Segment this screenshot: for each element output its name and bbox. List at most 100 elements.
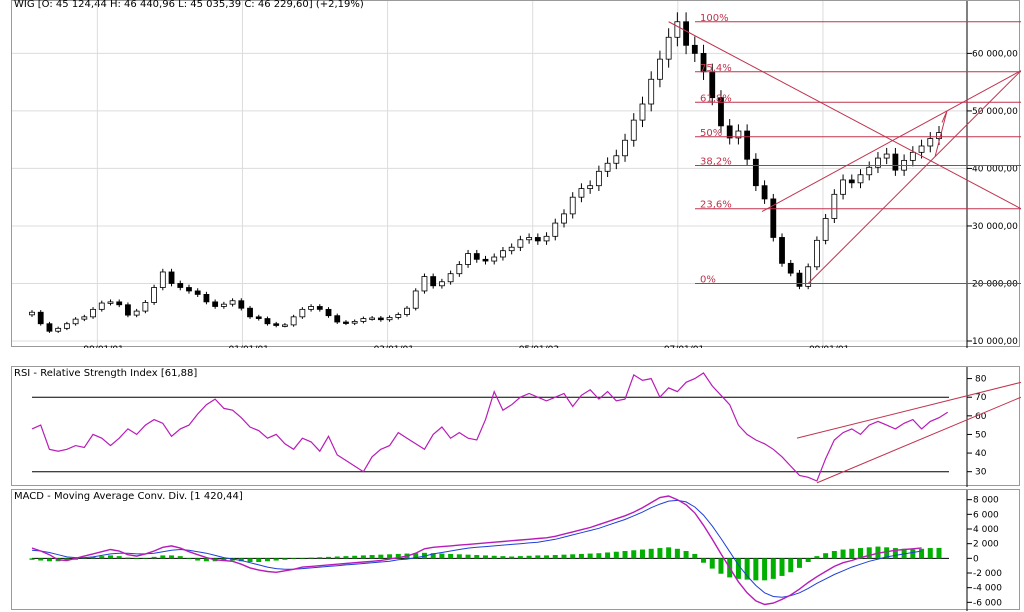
candle-body xyxy=(299,308,306,318)
macd-histogram-bar xyxy=(779,558,785,576)
candle-body xyxy=(482,258,489,262)
macd-histogram-bar xyxy=(439,553,445,559)
candle-body xyxy=(927,138,934,147)
macd-histogram-bar xyxy=(273,558,279,561)
candle-body xyxy=(726,125,733,139)
candle-body xyxy=(72,318,79,325)
price-header: WIG [O: 45 124,44 H: 46 440,96 L: 45 035… xyxy=(14,0,364,10)
macd-histogram-bar xyxy=(186,558,192,560)
candle-body xyxy=(351,321,358,324)
macd-histogram-bar xyxy=(282,558,288,560)
rsi-header: RSI - Relative Strength Index [61,88] xyxy=(14,368,198,379)
candle-body xyxy=(290,316,297,326)
macd-histogram-bar xyxy=(735,558,741,579)
rsi-panel[interactable]: RSI - Relative Strength Index [61,88] 30… xyxy=(11,366,1021,487)
macd-histogram-bar xyxy=(639,549,645,559)
candle-body xyxy=(796,272,803,287)
candle-body xyxy=(238,300,245,309)
price-x-tick-label: 09/01/01 xyxy=(809,345,849,348)
macd-histogram-bar xyxy=(334,556,340,559)
macd-panel[interactable]: MACD - Moving Average Conv. Div. [1 420,… xyxy=(11,489,1020,611)
candle-body xyxy=(831,193,838,219)
macd-histogram-bar xyxy=(840,549,846,559)
candle-body xyxy=(404,307,410,315)
candle-body xyxy=(936,132,942,139)
candle-body xyxy=(421,276,428,292)
candle-body xyxy=(273,323,280,326)
candle-body xyxy=(561,213,567,224)
macd-histogram-bar xyxy=(90,556,96,559)
candle-body xyxy=(377,317,384,321)
macd-histogram-bar xyxy=(666,547,672,559)
price-panel[interactable]: WIG [O: 45 124,44 H: 46 440,96 L: 45 035… xyxy=(11,0,1021,348)
macd-histogram-bar xyxy=(884,547,890,559)
macd-histogram-bar xyxy=(38,558,44,561)
candle-body xyxy=(918,145,925,153)
price-chart: 10 000,00 20 000,00 30 000,00 40 000,00 50 0… xyxy=(12,1,1021,348)
macd-histogram-bar xyxy=(570,554,576,559)
candle-body xyxy=(718,97,724,127)
macd-histogram-bar xyxy=(64,558,70,561)
candle-body xyxy=(360,318,367,322)
rsi-y-tick-label: 50 xyxy=(975,430,987,440)
macd-histogram-bar xyxy=(831,551,837,559)
macd-histogram-bar xyxy=(256,558,262,562)
macd-histogram-bar xyxy=(387,554,393,559)
macd-histogram-bar xyxy=(622,551,628,559)
fib-level-label: 23,6% xyxy=(700,200,732,211)
candle-body xyxy=(752,158,759,187)
candle-body xyxy=(247,307,253,318)
macd-y-tick-label: 8 000 xyxy=(973,496,999,506)
candle-body xyxy=(229,300,236,305)
candle-body xyxy=(264,318,271,325)
macd-histogram-bar xyxy=(892,548,898,559)
macd-y-tick-label: 4 000 xyxy=(973,525,999,535)
rsi-y-tick-label: 40 xyxy=(975,449,987,459)
candle-body xyxy=(787,262,794,274)
candle-body xyxy=(37,311,44,325)
candle-body xyxy=(369,317,376,320)
macd-histogram-bar xyxy=(683,551,689,559)
candle-body xyxy=(543,235,550,242)
macd-y-tick-label: -6 000 xyxy=(973,598,1002,608)
macd-histogram-bar xyxy=(657,548,663,559)
macd-histogram-bar xyxy=(692,553,698,559)
price-x-tick-label: 99/01/01 xyxy=(83,345,123,348)
candle-body xyxy=(177,283,184,288)
macd-histogram-bar xyxy=(421,552,427,559)
candle-body xyxy=(473,253,480,260)
candle-body xyxy=(814,239,820,268)
candle-body xyxy=(343,321,349,324)
macd-histogram-bar xyxy=(125,557,131,559)
candle-body xyxy=(875,157,881,168)
macd-histogram-bar xyxy=(299,558,305,559)
macd-histogram-bar xyxy=(221,558,227,561)
candle-body xyxy=(857,174,864,184)
candle-body xyxy=(159,271,166,288)
candle-body xyxy=(526,237,533,241)
candle-body xyxy=(534,237,541,242)
candle-body xyxy=(909,151,916,161)
macd-histogram-bar xyxy=(160,555,166,559)
fib-level-label: 0% xyxy=(700,274,716,285)
macd-histogram-bar xyxy=(718,558,724,574)
candle-body xyxy=(395,314,402,318)
macd-histogram-bar xyxy=(552,555,558,559)
macd-histogram-bar xyxy=(46,558,52,562)
macd-histogram-bar xyxy=(491,555,497,559)
macd-histogram-bar xyxy=(413,553,419,559)
candle-body xyxy=(613,155,620,164)
macd-histogram-bar xyxy=(352,555,358,559)
macd-histogram-bar xyxy=(177,556,183,559)
macd-histogram-bar xyxy=(456,554,462,559)
fib-level-label: 38,2% xyxy=(700,157,732,168)
macd-histogram-bar xyxy=(823,553,829,559)
macd-histogram-bar xyxy=(919,548,925,559)
candle-body xyxy=(55,327,62,332)
rsi-y-tick-label: 60 xyxy=(975,412,987,422)
rsi-line xyxy=(31,372,949,482)
fib-level-label: 75,4% xyxy=(700,63,732,74)
candle-body xyxy=(639,103,646,121)
macd-histogram-bar xyxy=(195,558,201,561)
fib-level-label: 100% xyxy=(700,13,729,24)
